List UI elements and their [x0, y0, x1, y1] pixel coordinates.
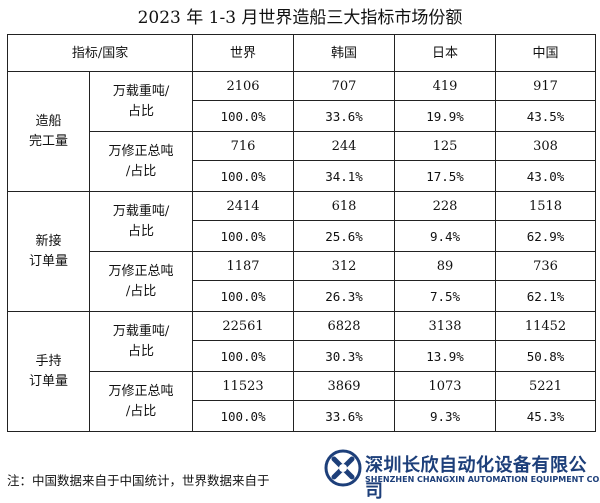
metric-label: 万载重吨/占比: [88, 311, 194, 372]
value-cell: 2414: [192, 191, 295, 221]
metric-label: 万修正总吨/占比: [88, 371, 194, 432]
value-cell: 2106: [192, 71, 295, 101]
metric-label-line: 万载重吨/: [112, 203, 170, 219]
value-cell: 308: [495, 131, 597, 161]
metric-label-line: 占比: [128, 343, 155, 359]
value-cell: 1187: [192, 251, 295, 281]
table-row-shares: 100.0% 26.3% 7.5% 62.1%: [8, 280, 597, 312]
share-cell: 100.0%: [192, 220, 295, 252]
header-japan: 日本: [394, 34, 497, 72]
metric-label-line: /占比: [125, 163, 157, 179]
table-row-shares: 100.0% 33.6% 19.9% 43.5%: [8, 100, 597, 132]
share-cell: 9.4%: [394, 220, 497, 252]
share-cell: 13.9%: [394, 340, 497, 372]
metric-label: 万载重吨/占比: [88, 71, 194, 132]
group-label-line: 订单量: [28, 253, 68, 269]
share-cell: 100.0%: [192, 280, 295, 312]
share-cell: 100.0%: [192, 400, 295, 432]
share-cell: 33.6%: [293, 100, 396, 132]
value-cell: 3138: [394, 311, 497, 341]
company-name-en: SHENZHEN CHANGXIN AUTOMATION EQUIPMENT C…: [365, 475, 600, 484]
share-cell: 26.3%: [293, 280, 396, 312]
share-cell: 100.0%: [192, 100, 295, 132]
value-cell: 244: [293, 131, 396, 161]
value-cell: 228: [394, 191, 497, 221]
value-cell: 736: [495, 251, 597, 281]
group-label-line: 造船: [35, 113, 62, 129]
table-row-values: 万修正总吨/占比 11523 3869 1073 5221: [8, 371, 597, 432]
metric-label-line: 万修正总吨: [108, 263, 174, 279]
value-cell: 917: [495, 71, 597, 101]
value-cell: 716: [192, 131, 295, 161]
table-row-values: 手持 订单量 万载重吨/占比 22561 6828 3138 11452: [7, 311, 597, 432]
metric-label-line: /占比: [125, 283, 157, 299]
group-label-line: 完工量: [28, 133, 68, 149]
value-cell: 5221: [495, 371, 597, 401]
value-cell: 6828: [293, 311, 396, 341]
share-cell: 62.9%: [495, 220, 597, 252]
table-row-shares: 100.0% 33.6% 9.3% 45.3%: [8, 400, 597, 432]
group-label-line: 手持: [35, 353, 62, 369]
share-cell: 50.8%: [495, 340, 597, 372]
share-cell: 17.5%: [394, 160, 497, 192]
header-china: 中国: [495, 34, 597, 72]
table-row-shares: 100.0% 25.6% 9.4% 62.9%: [8, 220, 597, 252]
group-label-line: 新接: [35, 233, 62, 249]
metric-label: 万修正总吨/占比: [88, 131, 194, 192]
metric-label-line: 占比: [128, 103, 155, 119]
metric-label-line: 万载重吨/: [112, 83, 170, 99]
value-cell: 11523: [192, 371, 295, 401]
share-cell: 30.3%: [293, 340, 396, 372]
metric-label: 万修正总吨/占比: [88, 251, 194, 312]
company-watermark: 深圳长欣自动化设备有限公司 SHENZHEN CHANGXIN AUTOMATI…: [319, 446, 600, 502]
value-cell: 419: [394, 71, 497, 101]
metric-label-line: /占比: [125, 403, 157, 419]
table-row-values: 万修正总吨/占比 716 244 125 308: [8, 131, 597, 192]
share-cell: 33.6%: [293, 400, 396, 432]
share-cell: 43.5%: [495, 100, 597, 132]
table-row-values: 新接 订单量 万载重吨/占比 2414 618 228 1518: [7, 191, 597, 312]
header-korea: 韩国: [293, 34, 396, 72]
table-row-shares: 100.0% 30.3% 13.9% 50.8%: [8, 340, 597, 372]
value-cell: 11452: [495, 311, 597, 341]
share-cell: 45.3%: [495, 400, 597, 432]
group-label: 手持 订单量: [7, 311, 90, 432]
metric-label-line: 万修正总吨: [108, 383, 174, 399]
share-cell: 9.3%: [394, 400, 497, 432]
value-cell: 125: [394, 131, 497, 161]
value-cell: 1518: [495, 191, 597, 221]
share-cell: 25.6%: [293, 220, 396, 252]
share-cell: 100.0%: [192, 340, 295, 372]
value-cell: 312: [293, 251, 396, 281]
table-row-values: 万修正总吨/占比 1187 312 89 736: [8, 251, 597, 312]
share-cell: 62.1%: [495, 280, 597, 312]
header-indicator-country: 指标/国家: [6, 34, 194, 72]
metric-label-line: 万载重吨/: [112, 323, 170, 339]
metric-label-line: 占比: [128, 223, 155, 239]
value-cell: 22561: [192, 311, 295, 341]
metric-label-line: 万修正总吨: [108, 143, 174, 159]
group-label: 新接 订单量: [7, 191, 90, 312]
value-cell: 3869: [293, 371, 396, 401]
share-cell: 100.0%: [192, 160, 295, 192]
market-share-table: 指标/国家 世界 韩国 日本 中国 造船 完工量 万载重吨/占比 2106 707 419…: [6, 34, 597, 432]
value-cell: 618: [293, 191, 396, 221]
header-world: 世界: [192, 34, 295, 72]
company-logo-icon: [324, 449, 362, 487]
share-cell: 7.5%: [394, 280, 497, 312]
share-cell: 19.9%: [394, 100, 497, 132]
metric-label: 万载重吨/占比: [88, 191, 194, 252]
group-label-line: 订单量: [28, 373, 68, 389]
table-title: 2023 年 1-3 月世界造船三大指标市场份额: [137, 8, 463, 28]
header-row: 指标/国家 世界 韩国 日本 中国: [6, 34, 597, 72]
table-row-shares: 100.0% 34.1% 17.5% 43.0%: [8, 160, 597, 192]
footnote: 注：中国数据来自于中国统计，世界数据来自于: [7, 473, 270, 488]
value-cell: 707: [293, 71, 396, 101]
share-cell: 43.0%: [495, 160, 597, 192]
group-label: 造船 完工量: [7, 71, 90, 192]
value-cell: 89: [394, 251, 497, 281]
table-row-values: 造船 完工量 万载重吨/占比 2106 707 419 917: [7, 71, 597, 192]
share-cell: 34.1%: [293, 160, 396, 192]
value-cell: 1073: [394, 371, 497, 401]
